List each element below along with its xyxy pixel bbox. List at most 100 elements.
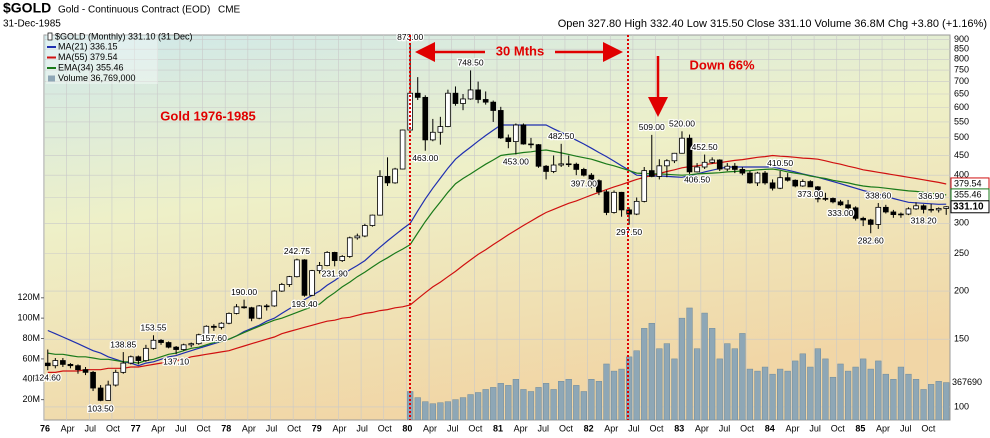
- candle-body: [784, 177, 791, 181]
- volume-bar: [920, 389, 927, 420]
- candle-body: [430, 131, 436, 141]
- annotation: 30 Mths: [496, 43, 544, 58]
- y-tick-label: 300: [954, 218, 969, 228]
- low-label: 193.40: [291, 299, 317, 309]
- volume-bar: [452, 399, 459, 420]
- legend-label: $GOLD (Monthly) 331.10 (31 Dec): [55, 31, 193, 41]
- close-tag-label: 331.10: [953, 201, 984, 212]
- candle-body: [279, 284, 285, 292]
- legend-label: MA(55) 379.54: [58, 52, 118, 62]
- candle-body: [263, 305, 270, 308]
- y-tick-label: 100: [954, 401, 969, 411]
- x-tick-label: 78: [221, 423, 231, 433]
- candle-body: [633, 200, 640, 215]
- candle-body: [248, 307, 255, 319]
- x-tick-label: Oct: [831, 423, 846, 433]
- x-tick-label: Oct: [468, 423, 483, 433]
- candle-body: [392, 168, 398, 184]
- candle-body: [180, 344, 187, 350]
- candle-body: [550, 164, 557, 172]
- high-label: 153.55: [140, 323, 166, 333]
- candle-body: [44, 362, 51, 367]
- volume-bar: [822, 358, 829, 420]
- x-tick-label: 83: [674, 423, 684, 433]
- candle-body: [112, 371, 119, 386]
- candle-body: [256, 305, 262, 319]
- volume-bar: [580, 391, 587, 420]
- legend: $GOLD (Monthly) 331.10 (31 Dec)MA(21) 33…: [46, 30, 193, 84]
- y2-tick-label: 20M: [22, 394, 40, 404]
- candle-body: [346, 237, 353, 257]
- high-label: 482.50: [548, 131, 574, 141]
- volume-bar: [618, 368, 625, 420]
- volume-bar: [437, 402, 444, 420]
- volume-bar: [656, 348, 663, 420]
- low-label: 297.50: [616, 227, 642, 237]
- candle-body: [883, 206, 889, 213]
- candle-body: [165, 342, 172, 348]
- chart-subtitle: Gold - Continuous Contract (EOD): [58, 5, 210, 16]
- y2-tick-label: 40M: [22, 374, 40, 384]
- candle-body: [852, 207, 859, 219]
- candle-body: [656, 165, 663, 177]
- x-tick-label: Jul: [175, 423, 187, 433]
- candle-body: [301, 259, 308, 296]
- y-tick-label: 250: [954, 248, 969, 258]
- exchange: CME: [218, 5, 241, 16]
- candle-body: [331, 252, 338, 261]
- high-label: 336.90: [918, 191, 944, 201]
- volume-bar: [897, 366, 905, 420]
- x-tick-label: Jul: [85, 423, 97, 433]
- overlay-line: [47, 149, 947, 364]
- volume-tag: 367690: [952, 377, 982, 387]
- x-tick-label: 79: [312, 423, 322, 433]
- volume-bar: [784, 370, 791, 420]
- legend-label: MA(21) 336.15: [58, 41, 118, 51]
- low-label: 231.90: [322, 269, 348, 279]
- candle-body: [664, 160, 670, 167]
- candle-body: [822, 198, 829, 200]
- low-label: 397.00: [571, 179, 597, 189]
- volume-bar: [882, 373, 889, 420]
- candle-body: [490, 101, 497, 111]
- candle-body: [143, 347, 149, 361]
- candle-body: [898, 213, 904, 216]
- volume-bar: [527, 391, 535, 420]
- low-label: 453.00: [503, 157, 529, 167]
- volume-bar: [709, 328, 716, 420]
- volume-bar: [626, 356, 633, 420]
- candle-body: [362, 225, 368, 237]
- high-label: 242.75: [284, 246, 310, 256]
- candle-body: [452, 92, 459, 104]
- candle-body: [497, 110, 504, 139]
- volume-bar: [429, 403, 436, 420]
- high-label: 520.00: [669, 119, 695, 129]
- volume-bar: [512, 379, 519, 420]
- y-tick-label: 800: [954, 54, 969, 64]
- candle-body: [747, 172, 753, 184]
- candle-body: [943, 206, 950, 209]
- high-label: 452.50: [692, 142, 718, 152]
- volume-bar: [814, 348, 821, 420]
- candle-body: [648, 170, 655, 177]
- volume-bar: [467, 394, 474, 420]
- legend-label: Volume 36,769,000: [58, 73, 136, 83]
- volume-bar: [716, 358, 723, 420]
- x-tick-label: Oct: [650, 423, 665, 433]
- high-label: 190.00: [231, 287, 257, 297]
- low-label: 373.00: [797, 189, 823, 199]
- candle-body: [482, 99, 489, 103]
- candle-body: [467, 89, 474, 100]
- x-tick-label: Oct: [921, 423, 936, 433]
- volume-bar: [799, 353, 806, 420]
- x-tick-label: Apr: [423, 423, 437, 433]
- x-tick-label: 77: [131, 423, 141, 433]
- x-tick-label: Apr: [785, 423, 799, 433]
- candle-body: [309, 270, 315, 296]
- volume-bar: [459, 397, 467, 420]
- candle-body: [399, 129, 406, 170]
- chart-title: $GOLD: [3, 0, 51, 16]
- volume-bar: [844, 370, 852, 420]
- x-tick-label: Apr: [332, 423, 346, 433]
- volume-bar: [769, 373, 776, 420]
